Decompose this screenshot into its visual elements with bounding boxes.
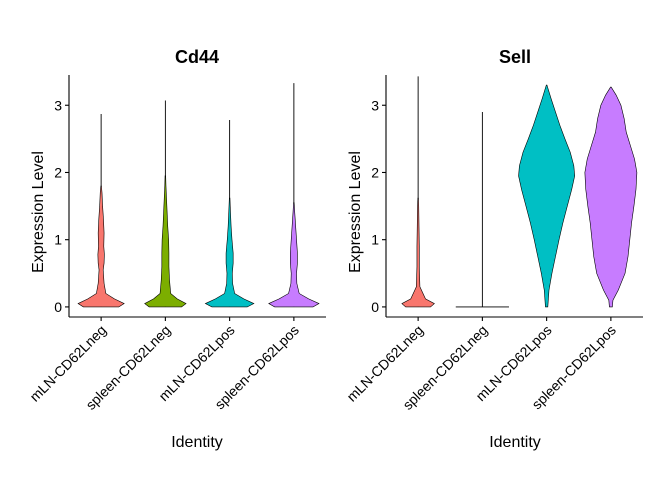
violin-body	[268, 202, 320, 308]
panel-cd44: Cd44 Expression Level Identity mLN-CD62L…	[26, 47, 326, 451]
y-axis-title: Expression Level	[347, 151, 364, 273]
y-tick-label: 1	[371, 232, 379, 248]
y-tick-label: 0	[371, 299, 379, 315]
violin-marks	[77, 83, 320, 308]
y-tick-label: 3	[54, 97, 62, 113]
violin-body	[144, 175, 187, 308]
violin-marks	[401, 76, 638, 308]
y-tick-label: 3	[371, 97, 379, 113]
violin-body	[77, 185, 125, 308]
y-tick-label: 0	[54, 299, 62, 315]
violin-body	[204, 197, 255, 308]
axes: mLN-CD62Lnegspleen-CD62LnegmLN-CD62Lposs…	[26, 75, 326, 413]
violin-body	[518, 84, 576, 308]
x-axis-title: Identity	[489, 434, 541, 451]
y-tick-label: 2	[371, 164, 379, 180]
plot-title: Sell	[499, 47, 531, 67]
y-tick-label: 1	[54, 232, 62, 248]
y-axis-title: Expression Level	[30, 151, 47, 273]
violin-body	[584, 86, 638, 308]
plot-title: Cd44	[175, 47, 219, 67]
y-tick-label: 2	[54, 164, 62, 180]
x-axis-title: Identity	[171, 434, 223, 451]
violin-body	[401, 197, 435, 308]
panel-sell: Sell Expression Level Identity mLN-CD62L…	[343, 47, 643, 451]
